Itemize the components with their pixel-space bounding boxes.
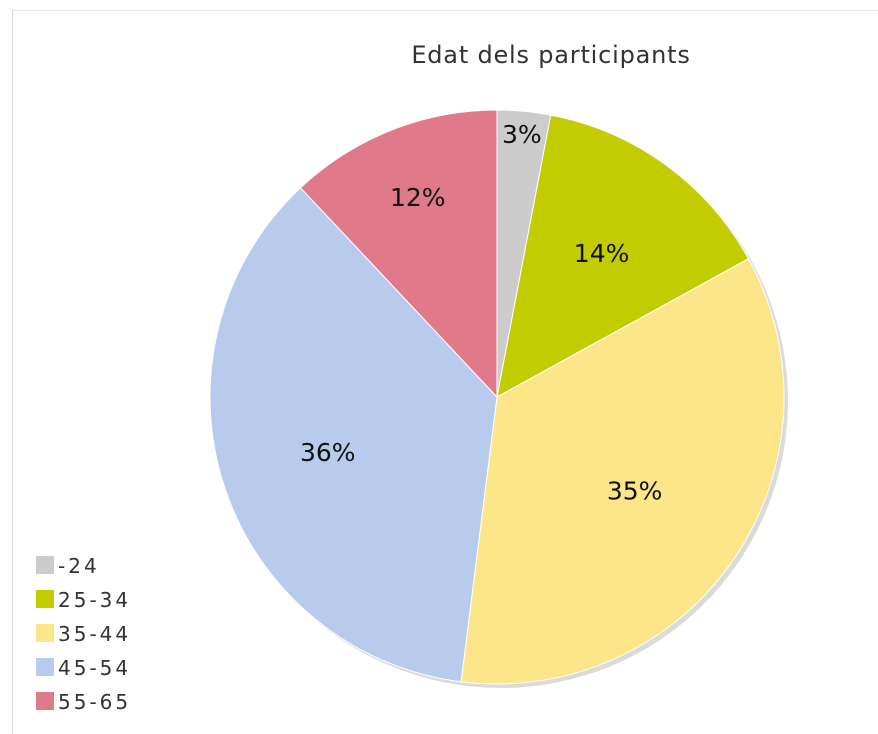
legend-label: 45-54	[58, 656, 131, 680]
slice-label: 36%	[300, 438, 356, 467]
legend-swatch	[36, 658, 54, 676]
pie-slice-45-54	[209, 187, 498, 683]
legend-swatch	[36, 590, 54, 608]
pie-slice-55-65	[299, 109, 498, 399]
slice-label: 35%	[607, 477, 663, 506]
legend-swatch	[36, 556, 54, 574]
pie-slice-25-34	[496, 114, 750, 398]
legend-label: 25-34	[58, 588, 131, 612]
slice-label: 12%	[390, 183, 446, 212]
legend-swatch	[36, 692, 54, 710]
pie-slices	[209, 109, 788, 688]
pie-slice-35-44	[460, 258, 785, 685]
chart-title: Edat dels participants	[411, 41, 690, 69]
chart-legend: -24 25-34 35-44 45-54 55-65	[36, 554, 131, 714]
slice-label: 3%	[502, 120, 542, 149]
legend-label: 35-44	[58, 622, 131, 646]
legend-swatch	[36, 624, 54, 642]
legend-label: 55-65	[58, 690, 131, 714]
legend-label: -24	[58, 554, 100, 578]
slice-labels: 3% 14% 35% 36% 12%	[300, 120, 662, 505]
slice-label: 14%	[574, 239, 630, 268]
